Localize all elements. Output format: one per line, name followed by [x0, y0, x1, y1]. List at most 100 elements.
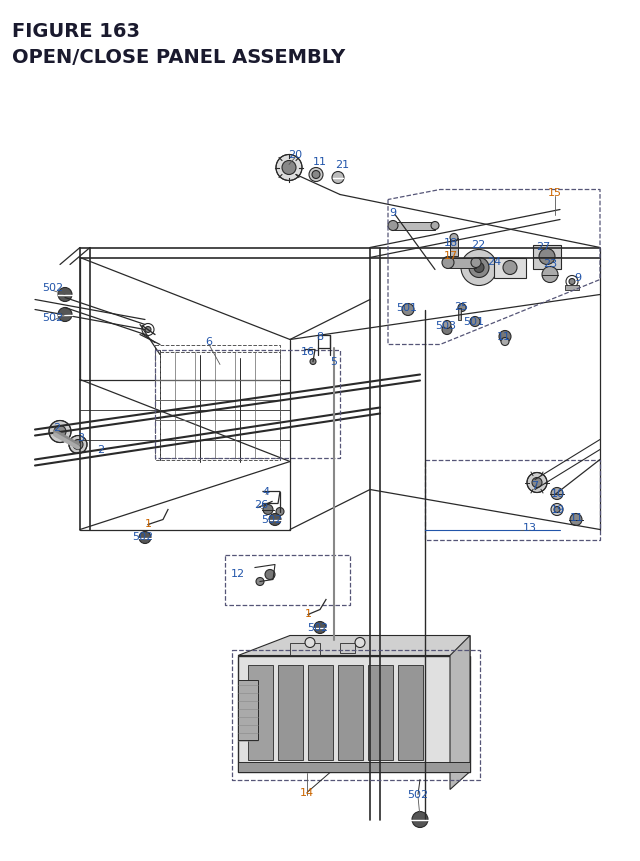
Circle shape: [532, 478, 542, 488]
Circle shape: [309, 168, 323, 183]
Circle shape: [355, 638, 365, 647]
Circle shape: [69, 436, 87, 454]
Text: 18: 18: [444, 238, 458, 248]
Circle shape: [388, 221, 398, 232]
Text: 17: 17: [444, 251, 458, 261]
Text: 503: 503: [435, 321, 456, 331]
Bar: [290, 643, 320, 654]
Polygon shape: [450, 635, 470, 790]
Text: 9: 9: [575, 273, 582, 283]
Circle shape: [527, 473, 547, 493]
Circle shape: [442, 257, 454, 269]
Circle shape: [503, 261, 517, 276]
Circle shape: [269, 514, 281, 526]
Circle shape: [442, 325, 452, 335]
Circle shape: [256, 578, 264, 585]
Circle shape: [282, 161, 296, 176]
Text: 21: 21: [335, 160, 349, 170]
Bar: [494, 258, 526, 278]
Bar: [238, 656, 470, 771]
Circle shape: [310, 359, 316, 365]
Text: 9: 9: [389, 208, 397, 218]
Bar: [448, 258, 476, 268]
Circle shape: [276, 508, 284, 516]
Circle shape: [73, 440, 83, 450]
Bar: [308, 665, 333, 759]
Circle shape: [458, 304, 466, 313]
Circle shape: [443, 321, 451, 329]
Text: 11: 11: [313, 158, 327, 167]
Text: 502: 502: [42, 313, 63, 323]
Text: 3: 3: [77, 433, 84, 443]
Circle shape: [312, 171, 320, 179]
Bar: [238, 762, 470, 771]
Text: 23: 23: [543, 259, 557, 269]
Text: 2: 2: [97, 445, 104, 455]
Text: 13: 13: [523, 523, 537, 533]
Circle shape: [265, 570, 275, 579]
Circle shape: [305, 638, 315, 647]
Bar: [458, 308, 461, 320]
Circle shape: [145, 327, 151, 333]
Circle shape: [471, 258, 481, 268]
Circle shape: [58, 308, 72, 322]
Circle shape: [470, 317, 480, 327]
Bar: [393, 222, 435, 230]
Bar: [338, 665, 363, 759]
Bar: [248, 665, 273, 759]
Circle shape: [539, 249, 555, 265]
Polygon shape: [238, 635, 470, 656]
Circle shape: [139, 532, 151, 544]
Circle shape: [49, 421, 71, 443]
Text: FIGURE 163: FIGURE 163: [12, 22, 140, 41]
Bar: [278, 665, 303, 759]
Circle shape: [314, 622, 326, 634]
Text: 11: 11: [497, 332, 511, 342]
Text: 16: 16: [301, 347, 315, 357]
Text: 5: 5: [330, 357, 337, 367]
Text: 7: 7: [531, 481, 539, 491]
Bar: [340, 643, 355, 653]
Text: 502: 502: [42, 283, 63, 293]
Text: 2: 2: [53, 423, 61, 433]
Text: 502: 502: [307, 623, 328, 633]
Circle shape: [569, 279, 575, 285]
Circle shape: [542, 267, 558, 283]
Circle shape: [551, 488, 563, 500]
Circle shape: [551, 504, 563, 516]
Circle shape: [332, 172, 344, 184]
Text: 11: 11: [570, 513, 584, 523]
Circle shape: [461, 251, 497, 286]
Circle shape: [412, 812, 428, 827]
Circle shape: [263, 505, 273, 515]
Bar: [398, 665, 423, 759]
Text: 502: 502: [261, 515, 283, 525]
Bar: [368, 665, 393, 759]
Circle shape: [402, 304, 414, 316]
Circle shape: [499, 331, 511, 343]
Text: 27: 27: [536, 242, 550, 252]
Circle shape: [276, 155, 302, 182]
Text: 15: 15: [548, 189, 562, 198]
Circle shape: [450, 234, 458, 242]
Bar: [565, 285, 579, 290]
Text: 24: 24: [487, 257, 501, 267]
Text: 14: 14: [300, 788, 314, 797]
Text: 502: 502: [132, 532, 154, 542]
Circle shape: [554, 507, 560, 513]
Circle shape: [570, 514, 582, 526]
Circle shape: [58, 288, 72, 302]
Text: 19: 19: [551, 505, 565, 515]
Text: 22: 22: [471, 240, 485, 251]
Text: 12: 12: [231, 569, 245, 579]
Text: 502: 502: [408, 790, 429, 800]
Text: 501: 501: [463, 317, 484, 327]
Circle shape: [501, 338, 509, 346]
Bar: [533, 245, 561, 269]
Text: 8: 8: [316, 332, 324, 342]
Text: 6: 6: [205, 338, 212, 347]
Text: 4: 4: [262, 487, 269, 497]
Bar: [238, 679, 258, 740]
Circle shape: [431, 222, 439, 230]
Circle shape: [54, 426, 66, 438]
